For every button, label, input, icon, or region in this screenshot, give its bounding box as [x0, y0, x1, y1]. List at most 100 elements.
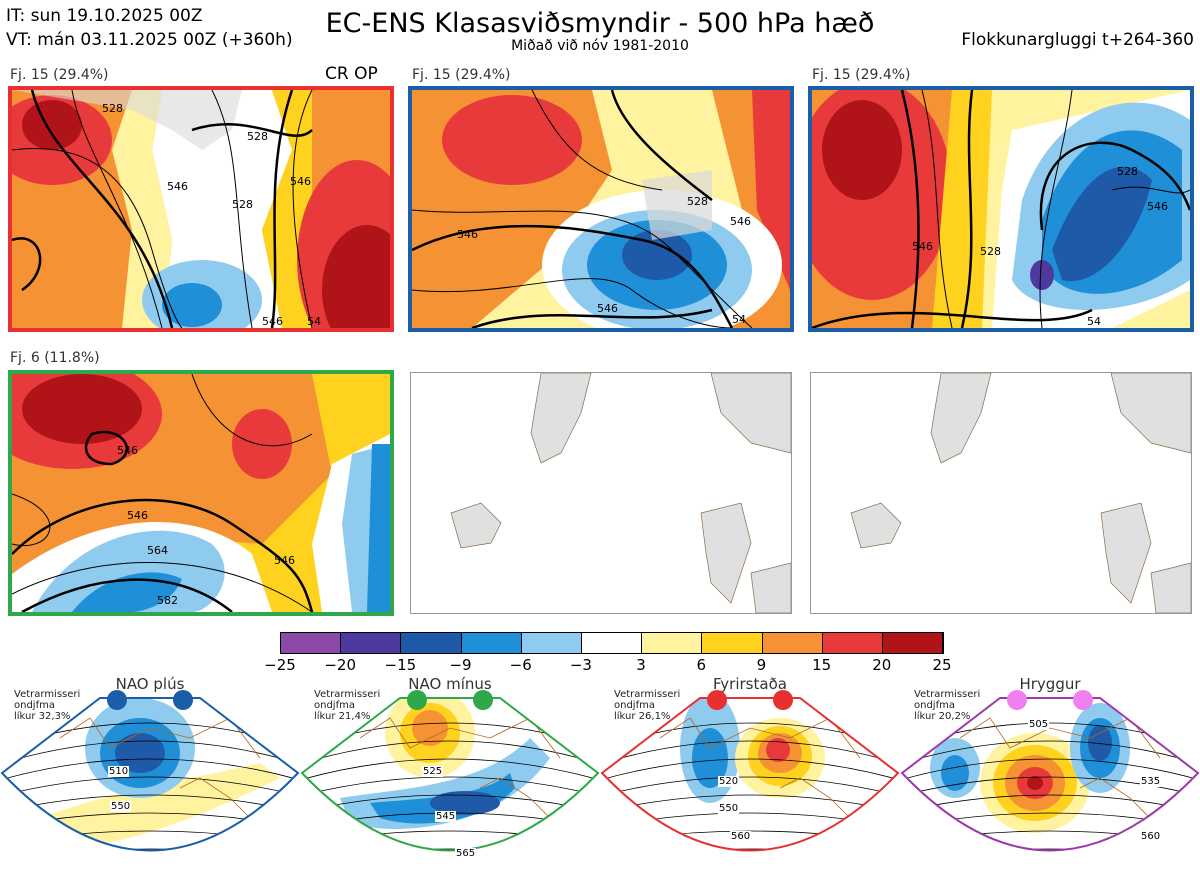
- regime-marker-dot: [1073, 690, 1093, 710]
- contour-label: 546: [117, 444, 138, 457]
- contour-label: 546: [597, 302, 618, 315]
- regime-row: 510 550 NAO plús Vetrarmisseri ondjfma líkur …: [0, 675, 1200, 871]
- header-run-times: IT: sun 19.10.2025 00Z VT: mán 03.11.202…: [6, 4, 293, 52]
- regime-title: Hryggur: [1019, 675, 1081, 693]
- regime-note-line: ondjfma: [914, 700, 955, 711]
- colorbar-label: 9: [756, 656, 767, 674]
- colorbar-label: −15: [384, 656, 417, 674]
- regime-contour-label: 560: [1140, 831, 1162, 842]
- colorbar-label: 3: [636, 656, 646, 674]
- cluster-map-4: 546 546 564 582 546: [8, 370, 394, 616]
- panel-2-label: Fj. 15 (29.4%): [412, 67, 511, 83]
- regime-note-line: Vetrarmisseri: [14, 689, 81, 700]
- regime-marker-dot: [773, 690, 793, 710]
- regime-contour-label: 535: [1140, 776, 1162, 787]
- colorbar: [280, 632, 944, 654]
- regime-1: 510 550 NAO plús Vetrarmisseri ondjfma líkur …: [0, 675, 300, 871]
- regime-title: NAO plús: [115, 675, 185, 693]
- colorbar-label: −25: [264, 656, 296, 674]
- contour-label: 528: [980, 245, 1001, 258]
- regime-note-line: ondjfma: [14, 700, 55, 711]
- regime-note-line: líkur 21,4%: [314, 711, 371, 722]
- colorbar-swatch: [702, 633, 763, 653]
- contour-label: 54: [732, 313, 746, 326]
- regime-note-line: líkur 26,1%: [614, 711, 671, 722]
- contour-label: 546: [262, 315, 283, 328]
- regime-note-line: Vetrarmisseri: [314, 689, 381, 700]
- contour-label: 546: [290, 175, 311, 188]
- panel-1-label: Fj. 15 (29.4%): [10, 67, 109, 83]
- valid-time: VT: mán 03.11.2025 00Z (+360h): [6, 30, 293, 50]
- regime-contour-label: 545: [435, 811, 457, 822]
- panel-3-label: Fj. 15 (29.4%): [812, 67, 911, 83]
- colorbar-label: 25: [932, 656, 952, 674]
- regime-note: Vetrarmisseri ondjfma líkur 26,1%: [614, 689, 680, 722]
- colorbar-labels: −25 −20 −15 −9 −6 −3 3 6 9 15 20 25: [264, 656, 951, 676]
- contour-label: 582: [157, 594, 178, 607]
- colorbar-swatch: [281, 633, 342, 653]
- regime-note-line: Vetrarmisseri: [914, 689, 981, 700]
- colorbar-swatch: [581, 633, 643, 653]
- regime-contour-label: 520: [718, 776, 740, 787]
- contour-label: 54: [307, 315, 321, 328]
- contour-label: 546: [912, 240, 933, 253]
- regime-note-line: ondjfma: [314, 700, 355, 711]
- colorbar-swatch: [822, 633, 883, 653]
- regime-marker-dot: [107, 690, 127, 710]
- regime-map: [900, 697, 1200, 852]
- regime-contour-label: 550: [110, 801, 132, 812]
- page-title: EC-ENS Klasasviðsmyndir - 500 hPa hæð: [325, 8, 875, 39]
- regime-marker-dot: [407, 690, 427, 710]
- regime-contour-label: 560: [730, 831, 752, 842]
- regime-2: 525 545 565 NAO mínus Vetrarmisseri ondjfma lí…: [300, 675, 600, 871]
- contour-label: 528: [687, 195, 708, 208]
- panel-4-label: Fj. 6 (11.8%): [10, 350, 100, 366]
- colorbar-label: −6: [509, 656, 532, 674]
- regime-contour-label: 525: [422, 766, 444, 777]
- colorbar-swatch: [882, 633, 944, 653]
- empty-map-5: [410, 372, 792, 614]
- contour-label: 546: [1147, 200, 1168, 213]
- page-subtitle: Miðað við nóv 1981-2010: [511, 38, 689, 54]
- regime-contour-label: 505: [1028, 719, 1050, 730]
- empty-map-6: [810, 372, 1192, 614]
- contour-label: 528: [232, 198, 253, 211]
- contour-label: 564: [147, 544, 168, 557]
- colorbar-label: −9: [449, 656, 472, 674]
- regime-marker-dot: [1007, 690, 1027, 710]
- regime-contour-label: 550: [718, 803, 740, 814]
- colorbar-swatch: [341, 633, 402, 653]
- cluster-map-3: 546 528 528 546 54: [808, 86, 1194, 332]
- colorbar-label: 6: [696, 656, 707, 674]
- contour-label: 546: [730, 215, 751, 228]
- colorbar-swatch: [762, 633, 823, 653]
- colorbar-swatch: [401, 633, 462, 653]
- regime-title: NAO mínus: [408, 675, 492, 693]
- regime-3: 520 550 560 Fyrirstaða Vetrarmisseri ondjfma l…: [600, 675, 900, 871]
- contour-label: 546: [274, 554, 295, 567]
- regime-marker-dot: [473, 690, 493, 710]
- colorbar-label: 15: [812, 656, 832, 674]
- colorbar-swatch: [521, 633, 582, 653]
- colorbar-swatch: [642, 633, 703, 653]
- contour-label: 528: [1117, 165, 1138, 178]
- colorbar-label: 20: [872, 656, 892, 674]
- regime-note: Vetrarmisseri ondjfma líkur 20,2%: [914, 689, 980, 722]
- contour-label: 528: [102, 102, 123, 115]
- cluster-map-1: 528 528 546 528 546 546 54: [8, 86, 394, 332]
- contour-label: 546: [127, 509, 148, 522]
- contour-label: 528: [247, 130, 268, 143]
- regime-note-line: líkur 20,2%: [914, 711, 971, 722]
- regime-contour-label: 565: [455, 848, 477, 859]
- cluster-window: Flokkunargluggi t+264-360: [961, 30, 1194, 50]
- regime-title: Fyrirstaða: [713, 675, 787, 693]
- colorbar-label: −3: [569, 656, 592, 674]
- regime-note: Vetrarmisseri ondjfma líkur 32,3%: [14, 689, 80, 722]
- regime-marker-dot: [707, 690, 727, 710]
- regime-note-line: ondjfma: [614, 700, 655, 711]
- regime-note: Vetrarmisseri ondjfma líkur 21,4%: [314, 689, 380, 722]
- regime-map: [0, 697, 300, 852]
- regime-contour-label: 510: [108, 766, 130, 777]
- regime-4: 505 535 560 Hryggur Vetrarmisseri ondjfma líku…: [900, 675, 1200, 871]
- contour-label: 546: [457, 228, 478, 241]
